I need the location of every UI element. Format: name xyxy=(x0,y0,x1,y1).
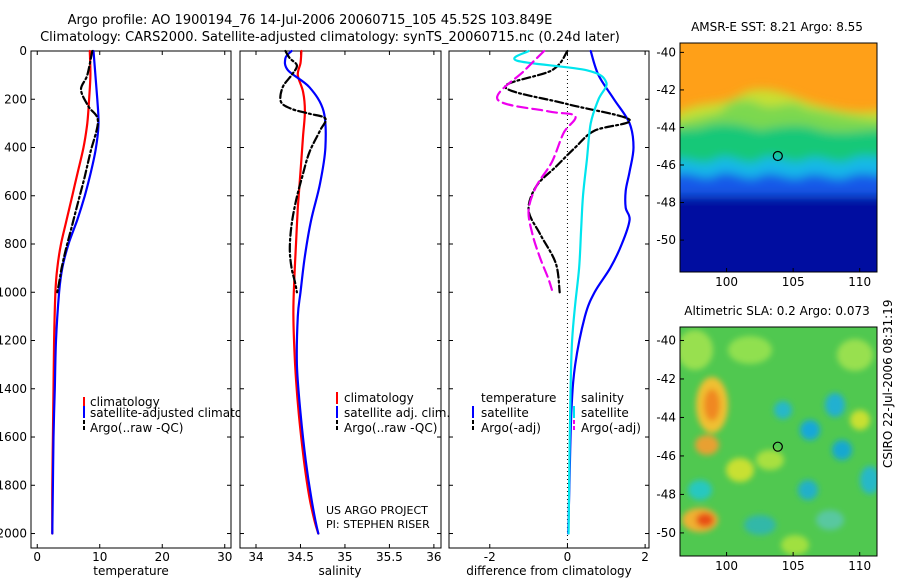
sst-heatmap xyxy=(680,43,877,272)
y-tick-label: 0 xyxy=(19,44,27,58)
difference-axes xyxy=(448,50,650,549)
sla-map-title: Altimetric SLA: 0.2 Argo: 0.073 xyxy=(684,304,869,318)
sst-map-title: AMSR-E SST: 8.21 Argo: 8.55 xyxy=(691,20,863,34)
legend-temp-argo: Argo(-adj) xyxy=(481,421,541,435)
map-y-tick-label: -46 xyxy=(656,449,676,463)
difference-xlabel: difference from climatology xyxy=(466,564,632,578)
y-tick-label: 200 xyxy=(4,92,27,106)
y-tick-label: 1800 xyxy=(0,478,27,492)
x-tick-label: 35 xyxy=(337,550,352,564)
map-x-tick-label: 105 xyxy=(782,275,805,289)
y-tick-label: 1600 xyxy=(0,430,27,444)
sst-argo-location-marker xyxy=(772,150,783,162)
salinity-xlabel: salinity xyxy=(318,564,361,578)
chart-title-line1: Argo profile: AO 1900194_76 14-Jul-2006 … xyxy=(67,13,553,28)
salinity-panel: 34 34.5 35 35.5 36 salinity climatology sate… xyxy=(239,49,450,578)
legend-temp-satellite: satellite xyxy=(481,406,529,420)
temperature-axes xyxy=(30,50,232,549)
x-tick-label: 34 xyxy=(248,550,263,564)
sla-argo-location-marker xyxy=(772,441,783,452)
y-tick-label: 2000 xyxy=(0,527,27,541)
temperature-panel: 0 10 20 30 0 200 400 600 800 1000 1200 1400 1600 1800… xyxy=(0,44,268,578)
salinity-axes xyxy=(239,50,442,549)
x-tick-label: 20 xyxy=(155,550,170,564)
map-y-tick-label: -44 xyxy=(656,410,676,424)
sla-map-frame xyxy=(679,326,878,557)
map-x-tick-label: 105 xyxy=(782,559,805,573)
credit-line1: US ARGO PROJECT xyxy=(326,504,428,517)
y-tick-label: 600 xyxy=(4,189,27,203)
side-timestamp: CSIRO 22-Jul-2006 08:31:19 xyxy=(881,300,895,468)
map-y-tick-label: -40 xyxy=(656,45,676,59)
map-y-tick-label: -50 xyxy=(656,233,676,247)
series-line-salinity-argo-adj- xyxy=(496,49,577,291)
x-tick-label: -2 xyxy=(484,550,496,564)
sla-map-panel: Altimetric SLA: 0.2 Argo: 0.073 xyxy=(656,304,878,573)
legend-satellite: satellite adj. clim. xyxy=(344,406,450,420)
legend-climatology: climatology xyxy=(344,391,414,405)
series-line-satellite-adjusted-climatology xyxy=(51,49,100,535)
sst-map-frame xyxy=(679,42,878,273)
legend-climatology: climatology xyxy=(90,395,160,409)
temperature-xlabel: temperature xyxy=(93,564,168,578)
legend-argo: Argo(..raw -QC) xyxy=(90,421,183,435)
map-y-tick-label: -48 xyxy=(656,487,676,501)
map-y-tick-label: -46 xyxy=(656,158,676,172)
x-tick-label: 2 xyxy=(641,550,649,564)
y-tick-label: 400 xyxy=(4,141,27,155)
series-line-salinity-satellite xyxy=(513,49,608,535)
legend-salinity-heading: salinity xyxy=(581,391,624,405)
x-tick-label: 36 xyxy=(426,550,441,564)
y-tick-label: 1000 xyxy=(0,285,27,299)
x-tick-label: 10 xyxy=(92,550,107,564)
map-y-tick-label: -42 xyxy=(656,83,676,97)
y-tick-label: 1200 xyxy=(0,334,27,348)
map-y-tick-label: -42 xyxy=(656,372,676,386)
y-tick-label: 1400 xyxy=(0,382,27,396)
legend-sal-argo: Argo(-adj) xyxy=(581,421,641,435)
map-y-tick-label: -40 xyxy=(656,333,676,347)
map-y-tick-label: -50 xyxy=(656,526,676,540)
x-tick-label: 0 xyxy=(33,550,41,564)
credit-line2: PI: STEPHEN RISER xyxy=(326,518,430,531)
sla-heatmap xyxy=(680,327,877,556)
series-line-satellite-adj-clim- xyxy=(283,49,327,535)
x-tick-label: 34.5 xyxy=(287,550,314,564)
x-tick-label: 30 xyxy=(217,550,232,564)
map-x-tick-label: 110 xyxy=(848,559,871,573)
map-y-tick-label: -48 xyxy=(656,196,676,210)
difference-panel: -2 0 2 difference from climatology tempera… xyxy=(448,49,650,578)
x-tick-label: 0 xyxy=(564,550,572,564)
series-line-argo-raw-qc- xyxy=(279,49,327,294)
series-line-argo-raw-qc- xyxy=(56,49,100,294)
legend-temperature-heading: temperature xyxy=(481,391,556,405)
chart-title-line2: Climatology: CARS2000. Satellite-adjuste… xyxy=(40,30,620,45)
salinity-legend: climatology satellite adj. clim. Argo(..… xyxy=(336,391,450,435)
map-x-tick-label: 100 xyxy=(715,275,738,289)
difference-legend: temperature satellite Argo(-adj) salinit… xyxy=(472,391,641,435)
legend-satellite: satellite-adjusted climatology xyxy=(90,406,268,420)
temperature-legend: climatology satellite-adjusted climatolo… xyxy=(83,395,268,435)
series-line-climatology xyxy=(292,49,320,535)
x-tick-label: 35.5 xyxy=(376,550,403,564)
map-x-tick-label: 110 xyxy=(848,275,871,289)
legend-sal-satellite: satellite xyxy=(581,406,629,420)
y-tick-label: 800 xyxy=(4,237,27,251)
sst-map-panel: AMSR-E SST: 8.21 Argo: 8.55 100 105 110 -40… xyxy=(656,20,878,289)
legend-argo: Argo(..raw -QC) xyxy=(344,421,437,435)
map-y-tick-label: -44 xyxy=(656,120,676,134)
map-x-tick-label: 100 xyxy=(715,559,738,573)
